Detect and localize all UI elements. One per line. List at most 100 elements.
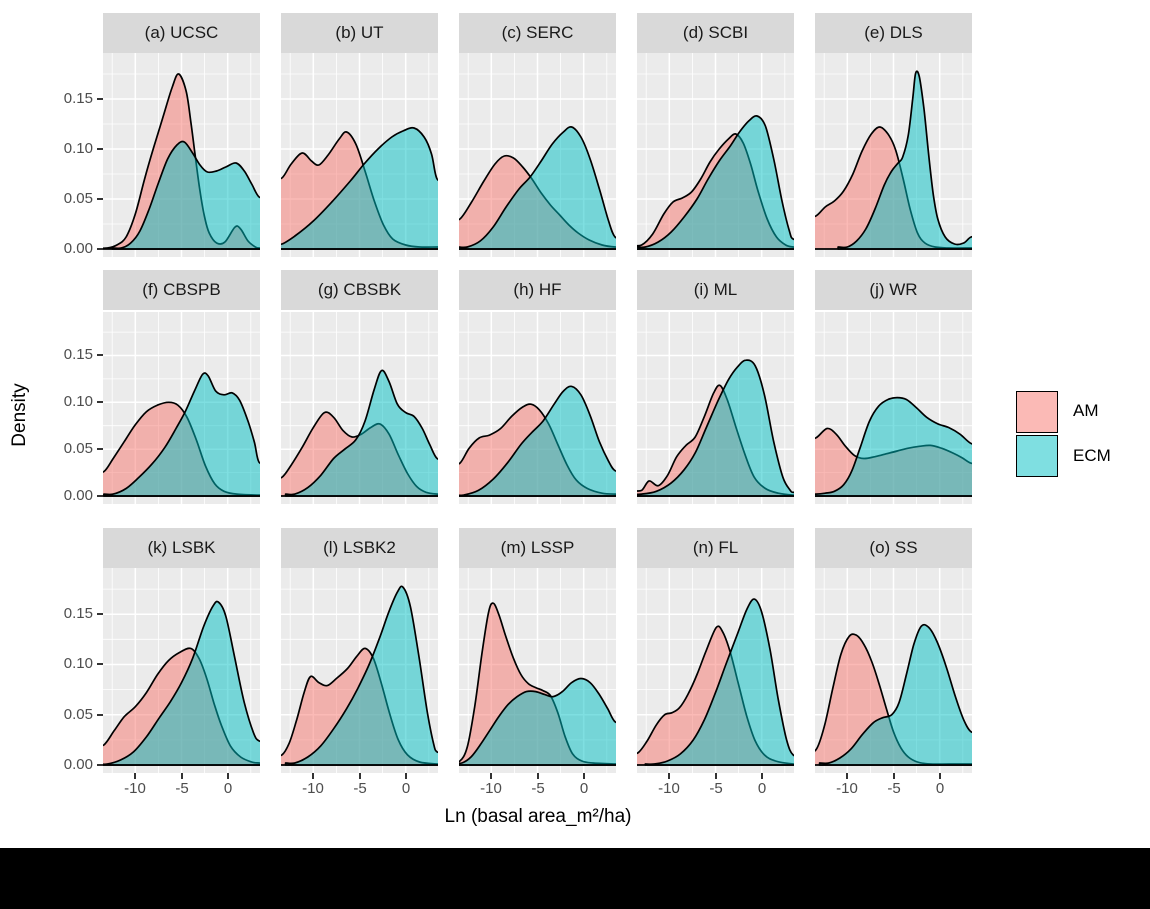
- y-axis-tick-mark: [97, 148, 103, 150]
- facet-label: (c) SERC: [501, 23, 574, 42]
- legend-key-am-swatch: [1016, 391, 1058, 433]
- legend-label-am: AM: [1073, 401, 1099, 420]
- facet-label: (i) ML: [693, 280, 738, 299]
- facet-label: (o) SS: [869, 538, 918, 557]
- y-axis-tick-label: 0.00: [63, 240, 93, 257]
- density-facet-figure: Density (a) UCSC (b) UT (c) SERC (d) SCBI (e…: [9, 13, 1111, 827]
- ecm-density-curve: [818, 623, 972, 766]
- x-axis-tick-mark: [490, 773, 492, 779]
- x-axis-tick-label: 0: [223, 780, 233, 797]
- facet-label: (g) CBSBK: [317, 280, 402, 299]
- x-axis-tick-mark: [761, 773, 763, 779]
- y-axis-tick-mark: [97, 248, 103, 250]
- y-axis-tick-mark: [97, 663, 103, 665]
- legend-key-ecm-swatch: [1016, 435, 1058, 477]
- facet-strip: (b) UT: [281, 13, 438, 53]
- ecm-density-curve: [111, 140, 260, 250]
- facet-strip: (d) SCBI: [637, 13, 794, 53]
- y-axis-tick-label: 0.10: [63, 140, 93, 157]
- facet-panel: [815, 312, 972, 504]
- facet-strip: (n) FL: [637, 528, 794, 568]
- ecm-density-curve: [637, 359, 794, 497]
- facet-label: (j) WR: [869, 280, 918, 299]
- facet-strip: (l) LSBK2: [281, 528, 438, 568]
- x-axis-tick-mark: [537, 773, 539, 779]
- facet-label: (l) LSBK2: [323, 538, 396, 557]
- x-axis-tick-mark: [846, 773, 848, 779]
- y-axis-tick-mark: [97, 401, 103, 403]
- x-axis-tick-label: 0: [401, 780, 411, 797]
- y-axis-tick-label: 0.15: [63, 346, 93, 363]
- facet-label: (m) LSSP: [500, 538, 575, 557]
- facet-label: (a) UCSC: [144, 23, 219, 42]
- x-axis-title: Ln (basal area_m²/ha): [444, 806, 632, 827]
- x-axis-tick-label: -5: [353, 780, 367, 797]
- ecm-density-curve: [459, 677, 616, 766]
- x-axis-tick-label: -5: [887, 780, 901, 797]
- facet-panel: [281, 312, 438, 504]
- facet-label: (b) UT: [335, 23, 384, 42]
- y-axis-tick-label: 0.10: [63, 393, 93, 410]
- facet-panel: [281, 53, 438, 257]
- facet-strip: (g) CBSBK: [281, 270, 438, 310]
- facet-panel: [459, 53, 616, 257]
- facet-panel: [281, 568, 438, 773]
- y-axis-tick-mark: [97, 98, 103, 100]
- facet-panel: [637, 312, 794, 504]
- facet-strip: (h) HF: [459, 270, 616, 310]
- y-axis-tick-label: 0.05: [63, 706, 93, 723]
- facet-panel: [459, 568, 616, 773]
- x-axis-tick-label: -5: [175, 780, 189, 797]
- x-axis-tick-label: 0: [935, 780, 945, 797]
- x-axis-tick-label: -10: [302, 780, 324, 797]
- x-axis-tick-mark: [405, 773, 407, 779]
- facet-panel: [459, 312, 616, 504]
- y-axis-tick-label: 0.15: [63, 605, 93, 622]
- facet-strip: (m) LSSP: [459, 528, 616, 568]
- facet-strip: (f) CBSPB: [103, 270, 260, 310]
- y-axis-tick-mark: [97, 495, 103, 497]
- x-axis-tick-mark: [312, 773, 314, 779]
- facet-panel: [815, 568, 972, 773]
- ecm-density-curve: [815, 396, 972, 497]
- facet-panel: [637, 53, 794, 257]
- x-axis-tick-mark: [715, 773, 717, 779]
- y-axis-tick-mark: [97, 354, 103, 356]
- legend-label-ecm: ECM: [1073, 446, 1111, 465]
- ecm-density-curve: [644, 598, 794, 766]
- bottom-black-bar: [0, 848, 1150, 909]
- facet-label: (k) LSBK: [147, 538, 216, 557]
- facet-strip: (o) SS: [815, 528, 972, 568]
- x-axis-tick-label: -5: [531, 780, 545, 797]
- facet-strip: (j) WR: [815, 270, 972, 310]
- x-axis-tick-label: 0: [579, 780, 589, 797]
- y-axis-tick-label: 0.00: [63, 756, 93, 773]
- y-axis-tick-mark: [97, 448, 103, 450]
- facet-label: (n) FL: [692, 538, 739, 557]
- y-axis-tick-label: 0.10: [63, 655, 93, 672]
- facet-panel: [815, 53, 972, 257]
- x-axis-tick-mark: [227, 773, 229, 779]
- y-axis-tick-label: 0.05: [63, 190, 93, 207]
- facet-strip: (i) ML: [637, 270, 794, 310]
- ecm-density-curve: [459, 385, 616, 497]
- facet-strip: (e) DLS: [815, 13, 972, 53]
- x-axis-tick-label: -10: [658, 780, 680, 797]
- ecm-density-curve: [281, 126, 438, 250]
- y-axis-tick-mark: [97, 714, 103, 716]
- x-axis-tick-label: -5: [709, 780, 723, 797]
- facet-strip: (a) UCSC: [103, 13, 260, 53]
- y-axis-tick-label: 0.00: [63, 487, 93, 504]
- x-axis-tick-mark: [359, 773, 361, 779]
- y-axis-tick-mark: [97, 613, 103, 615]
- ecm-density-curve: [837, 70, 972, 250]
- y-axis-tick-mark: [97, 198, 103, 200]
- x-axis-tick-mark: [939, 773, 941, 779]
- facet-label: (d) SCBI: [682, 23, 749, 42]
- facet-label: (f) CBSPB: [142, 280, 221, 299]
- y-axis-tick-mark: [97, 764, 103, 766]
- x-axis-tick-label: -10: [836, 780, 858, 797]
- facet-panel: [103, 568, 260, 773]
- y-axis-title: Density: [9, 383, 30, 447]
- ecm-density-curve: [284, 585, 438, 766]
